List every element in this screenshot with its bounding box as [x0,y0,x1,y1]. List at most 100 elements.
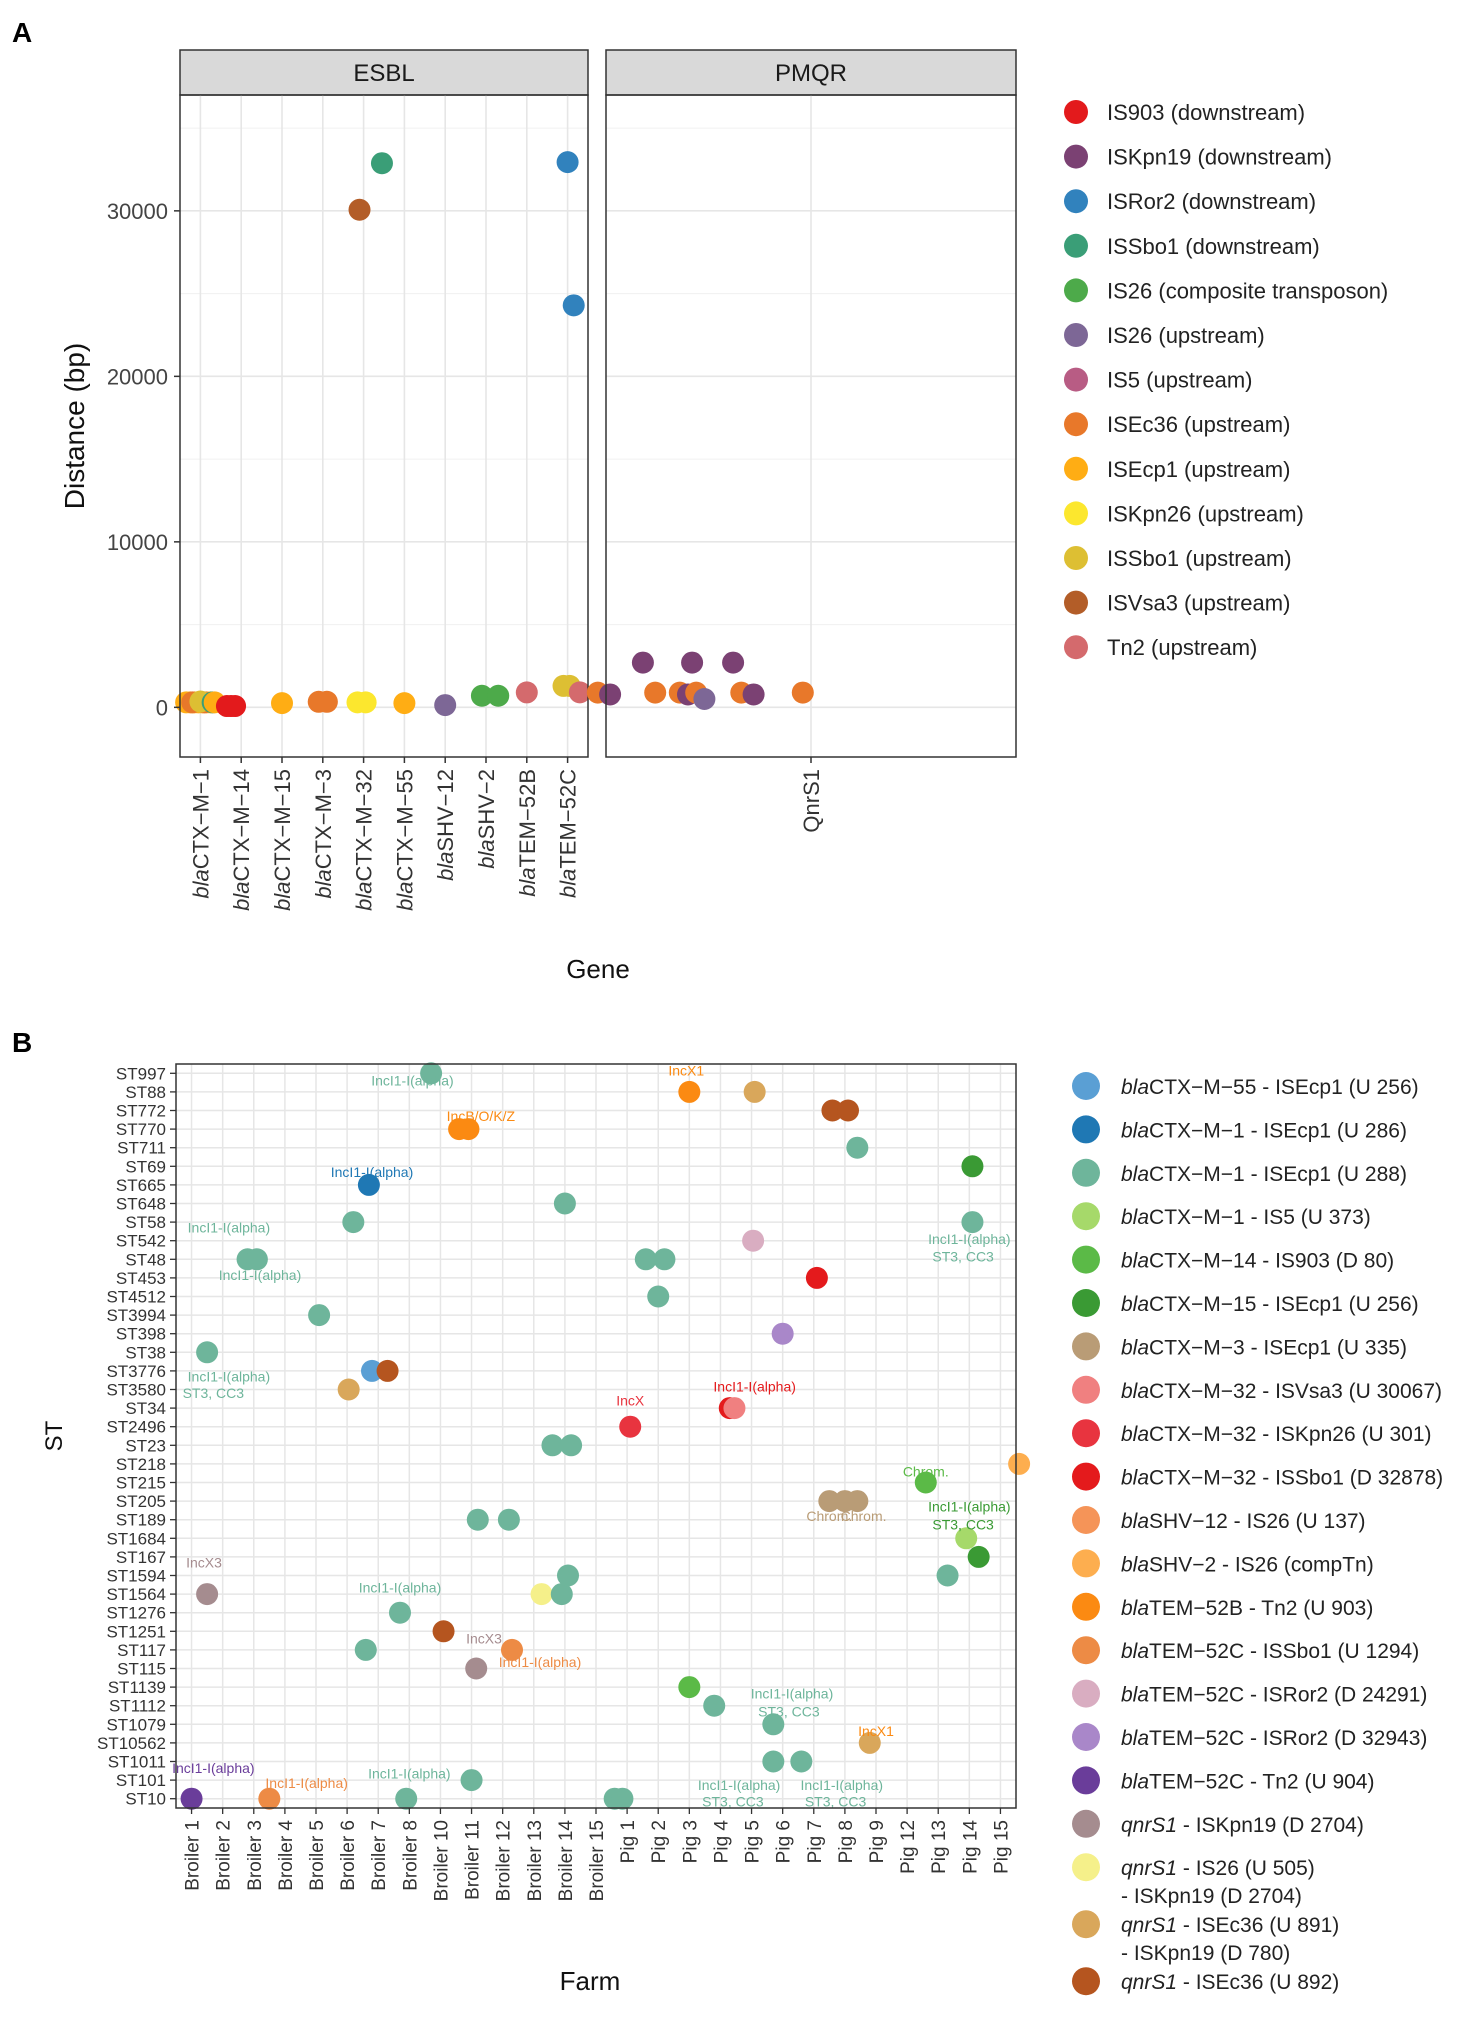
data-point [180,1787,203,1810]
x-tick-label: Pig 1 [618,1820,639,1863]
legend-key [1064,367,1088,392]
legend-key [1072,1592,1100,1621]
y-tick-label: ST2496 [106,1418,166,1437]
point-annotation: IncI1-I(alpha) [331,1164,413,1180]
data-point [271,692,293,715]
legend-key [1064,456,1088,481]
y-tick-label: ST1276 [106,1604,166,1623]
legend-label: blaSHV−12 - IS26 (U 137) [1121,1510,1366,1533]
data-point [224,695,247,718]
legend-label: blaTEM−52B - Tn2 (U 903) [1121,1597,1373,1620]
data-point [196,1583,219,1606]
data-point [1008,1452,1031,1475]
data-point [791,681,814,704]
legend-key [1072,1809,1100,1838]
y-tick-label: ST189 [116,1511,166,1530]
point-annotation: ST3, CC3 [932,1249,994,1265]
legend-key [1064,323,1088,347]
data-point [837,1099,859,1122]
data-point [967,1545,990,1568]
legend-label: ISSbo1 (downstream) [1107,234,1320,259]
legend-key [1072,1115,1100,1144]
legend-label: IS5 (upstream) [1107,368,1253,393]
y-tick-label: ST648 [116,1195,166,1214]
data-point [337,1378,360,1401]
legend-label: blaTEM−52C - ISRor2 (D 24291) [1121,1684,1427,1707]
data-point [370,152,393,175]
point-annotation: IncI1-I(alpha) [265,1775,347,1791]
point-annotation: IncI1-I(alpha) [172,1760,254,1776]
legend-key [1072,1462,1100,1491]
x-tick-label: Pig 12 [898,1820,919,1874]
point-annotation: Chrom. [841,1508,887,1524]
x-tick-label: Broiler 8 [400,1820,421,1891]
legend-key [1064,233,1088,258]
data-point [619,1415,642,1438]
data-point [961,1211,984,1234]
strip-esbl [179,49,589,96]
point-annotation: IncI1-I(alpha) [371,1073,453,1089]
data-point [647,1285,670,1308]
point-annotation: IncI1-I(alpha) [928,1499,1010,1515]
x-tick-label: Pig 8 [836,1820,857,1863]
chart-a: ESBL blaCTX−M−1 blaCTX−M−14 blaCTX−M−15 blaC… [59,49,1388,984]
data-point [553,1192,576,1215]
point-annotation: IncX3 [466,1631,502,1647]
x-tick-label: blaSHV−2 [474,769,499,869]
legend-label: IS903 (downstream) [1107,100,1305,125]
data-point [550,1583,573,1606]
point-annotation: IncX [616,1393,645,1409]
data-point [361,1359,383,1382]
legend-label: blaCTX−M−55 - ISEcp1 (U 256) [1121,1076,1419,1099]
x-tick-label: Pig 4 [711,1820,732,1864]
legend-key [1064,412,1088,437]
legend-key [1072,1202,1100,1231]
data-point [634,1248,657,1271]
y-tick-label: ST38 [125,1343,166,1362]
data-point [678,1676,701,1699]
data-point [681,651,704,674]
legend-label: qnrS1 - IS26 (U 505) [1121,1857,1315,1880]
legend-key [1064,590,1088,615]
data-point [470,684,493,707]
point-annotation: ST3, CC3 [932,1516,994,1532]
chart-b: IncI1-I(alpha) IncX1 IncB/O/K/Z IncI1-I(alp… [41,1062,1443,1996]
data-point [723,1397,746,1420]
legend-key [1072,1549,1100,1578]
point-annotation: IncX1 [668,1063,704,1079]
x-tick-label: Broiler 13 [525,1820,546,1901]
y-tick-label: ST1112 [109,1697,166,1716]
y-tick-label: ST48 [125,1250,166,1269]
legend-key [1072,1158,1100,1187]
legend-label: blaCTX−M−32 - ISSbo1 (D 32878) [1121,1467,1443,1490]
data-point [348,198,371,221]
y-tick-label: ST398 [116,1325,166,1344]
point-annotation: IncI1-I(alpha) [368,1766,450,1782]
legend-key [1064,189,1088,214]
point-annotation: IncI1-I(alpha) [188,1220,270,1236]
x-axis-title: Farm [560,1966,621,1996]
y-tick-label: ST3776 [106,1362,166,1381]
x-tick-label: Broiler 10 [431,1820,452,1901]
data-point [389,1601,411,1624]
legend-key [1064,144,1088,169]
data-point [557,1564,579,1587]
legend-key [1072,1766,1100,1795]
data-point [460,1769,483,1792]
data-point [562,294,585,317]
data-point [858,1731,881,1754]
data-point [515,681,538,704]
legend-label: ISKpn26 (upstream) [1107,501,1304,526]
legend-key [1072,1506,1100,1534]
y-tick-label: ST88 [125,1083,166,1102]
y-tick-label: ST453 [116,1269,166,1288]
data-point [936,1564,959,1587]
legend-label: ISVsa3 (upstream) [1107,591,1290,616]
data-point [743,1080,766,1103]
point-annotation: Chrom. [806,1508,852,1524]
x-tick-label: Broiler 14 [556,1820,577,1902]
x-tick-label: Broiler 12 [494,1820,515,1901]
x-tick-label: Broiler 1 [183,1820,204,1891]
legend-key [1072,1245,1100,1274]
legend-key [1072,1636,1100,1665]
